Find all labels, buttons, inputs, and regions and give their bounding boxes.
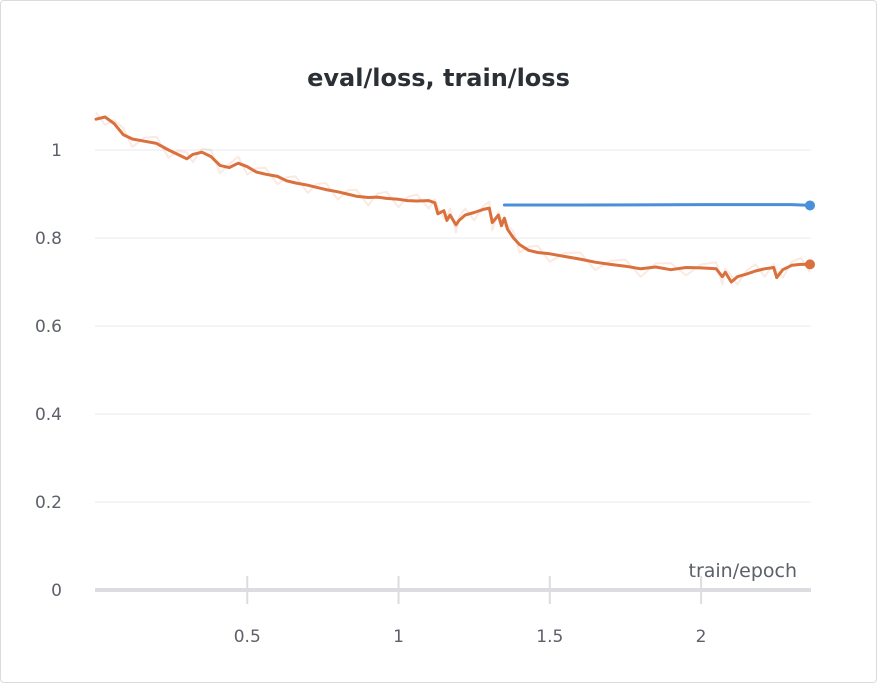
series-lines [94, 112, 815, 286]
y-tick-label: 0.8 [35, 229, 62, 249]
series-end-point[interactable] [805, 200, 815, 211]
series-0[interactable] [502, 200, 815, 211]
chart-title: eval/loss, train/loss [307, 64, 570, 92]
series-end-point[interactable] [805, 259, 815, 270]
series-1[interactable] [94, 112, 815, 286]
y-tick-label: 0.2 [35, 493, 62, 513]
x-tick-label: 0.5 [234, 627, 261, 647]
x-tick-label: 2 [696, 627, 707, 647]
y-axis-ticks: 0 0.2 0.4 0.6 0.8 1 [35, 141, 62, 601]
y-tick-label: 0.4 [35, 405, 62, 425]
y-tick-label: 1 [51, 141, 62, 161]
x-tick-label: 1.5 [536, 627, 563, 647]
x-axis-label: train/epoch [689, 560, 798, 582]
grid-lines [95, 149, 811, 503]
y-tick-label: 0 [51, 581, 62, 601]
series-line[interactable] [94, 115, 812, 284]
series-raw-line [95, 112, 811, 286]
x-tick-label: 1 [393, 627, 404, 647]
series-line[interactable] [502, 203, 812, 207]
x-axis-ticks: 0.5 1 1.5 2 [234, 576, 707, 647]
y-tick-label: 0.6 [35, 317, 62, 337]
